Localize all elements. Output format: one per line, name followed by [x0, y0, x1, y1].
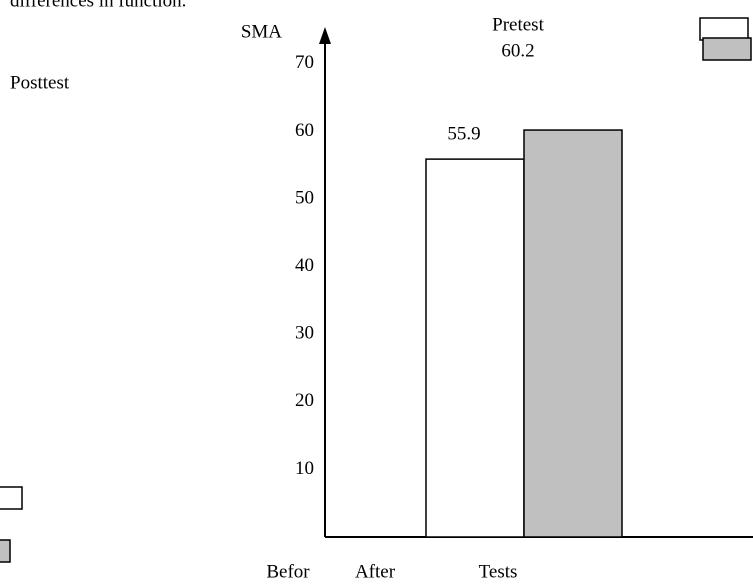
- y-axis-label: SMA: [241, 21, 282, 42]
- legend-label: Pretest: [492, 14, 544, 35]
- annotation: After: [355, 561, 396, 582]
- bar: [523, 129, 623, 538]
- y-tick-label: 50: [295, 187, 314, 208]
- y-tick-label: 40: [295, 255, 314, 276]
- value-label: 55.9: [447, 123, 480, 144]
- y-tick-label: 20: [295, 390, 314, 411]
- annotation: Befor: [266, 561, 310, 582]
- y-tick-label: 30: [295, 323, 314, 344]
- axis-arrow: [319, 27, 331, 44]
- y-tick-label: 70: [295, 52, 314, 73]
- legend-swatch: [0, 486, 23, 510]
- y-tick-label: 10: [295, 458, 314, 479]
- legend-swatch: [699, 17, 749, 41]
- legend-swatch: [0, 539, 11, 563]
- value-label: 60.2: [501, 40, 534, 61]
- legend-label: Posttest: [10, 72, 70, 93]
- x-axis-label: Tests: [479, 561, 518, 582]
- y-tick-label: 60: [295, 120, 314, 141]
- legend-swatch: [702, 37, 752, 61]
- caption: differences in function.: [10, 0, 186, 11]
- bar: [425, 158, 525, 538]
